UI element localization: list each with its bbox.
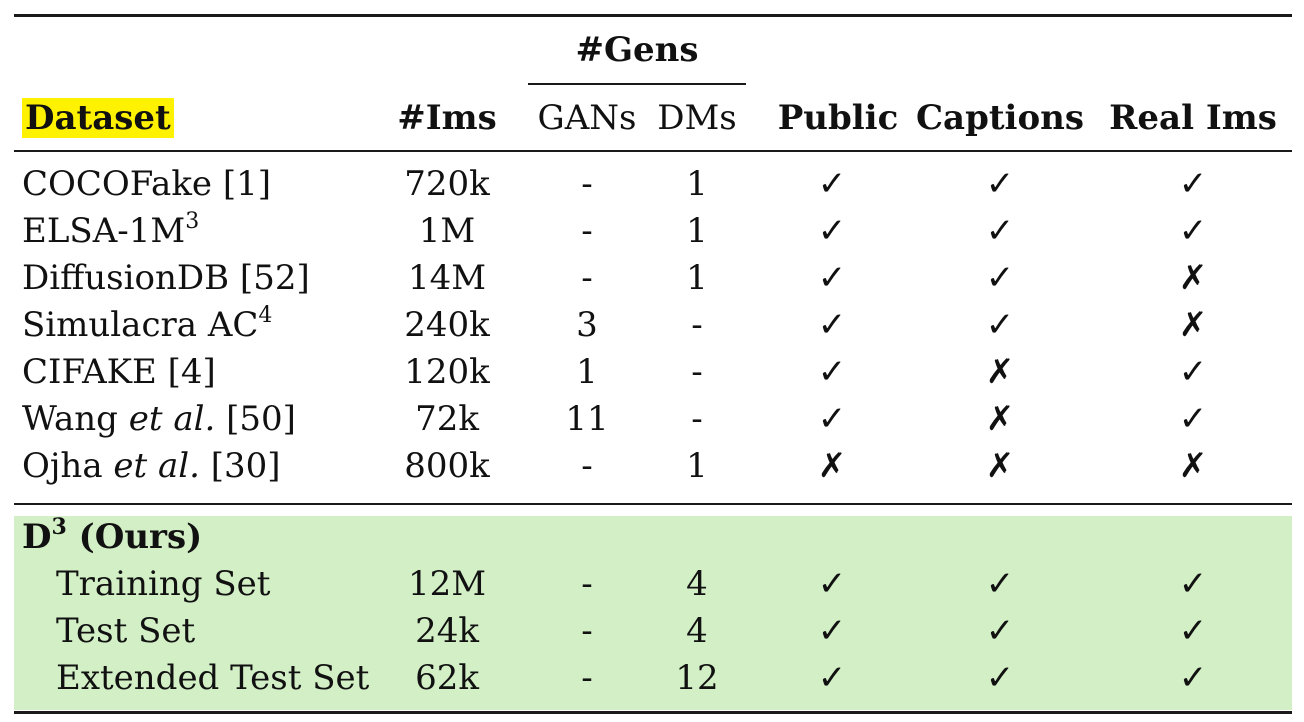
captions-mark: ✗ <box>985 399 1015 439</box>
public-mark: ✓ <box>817 258 847 298</box>
ims-value: 14M <box>407 258 487 298</box>
ims-header: #Ims <box>397 98 497 138</box>
header-rule <box>14 150 1292 152</box>
real-ims-mark: ✓ <box>1178 352 1208 392</box>
dataset-name-cite: [50] <box>215 399 296 439</box>
public-mark: ✓ <box>817 305 847 345</box>
ours-title-suffix: (Ours) <box>66 517 203 557</box>
captions-mark: ✓ <box>985 164 1015 204</box>
dataset-name: Training Set <box>56 564 271 604</box>
real-ims-mark: ✓ <box>1178 211 1208 251</box>
dataset-name-italic: et al. <box>128 399 216 439</box>
dataset-name-italic: et al. <box>113 446 200 486</box>
real-ims-mark: ✗ <box>1178 305 1208 345</box>
public-mark: ✓ <box>817 211 847 251</box>
gans-value: 11 <box>565 399 609 439</box>
dms-value: 1 <box>686 258 708 298</box>
captions-mark: ✗ <box>985 446 1015 486</box>
dataset-name: Extended Test Set <box>56 658 370 698</box>
ims-value: 1M <box>418 211 476 251</box>
ours-background <box>14 516 1292 710</box>
public-mark: ✓ <box>817 352 847 392</box>
gans-value: - <box>581 164 593 204</box>
dataset-name-cite: [30] <box>199 446 281 486</box>
dataset-name: Ojha et al. [30] <box>22 446 281 486</box>
gans-value: 1 <box>576 352 598 392</box>
dataset-name-text: Wang <box>22 399 129 439</box>
gans-value: - <box>581 258 593 298</box>
dataset-name-text: ELSA-1M <box>22 211 186 251</box>
gens-group-rule <box>528 83 746 85</box>
dms-value: 12 <box>675 658 719 698</box>
dataset-name-text: Simulacra AC <box>22 305 259 345</box>
ims-value: 12M <box>407 564 487 604</box>
captions-mark: ✓ <box>985 658 1015 698</box>
ims-value: 240k <box>404 305 490 345</box>
public-mark: ✗ <box>817 446 847 486</box>
dms-value: 1 <box>686 164 708 204</box>
ims-value: 800k <box>404 446 490 486</box>
real-ims-mark: ✓ <box>1178 399 1208 439</box>
dms-value: - <box>691 305 703 345</box>
public-mark: ✓ <box>817 564 847 604</box>
real-ims-mark: ✓ <box>1178 658 1208 698</box>
gans-value: - <box>581 446 593 486</box>
ours-section-title: D3 (Ours) <box>22 514 203 557</box>
dms-value: 1 <box>686 446 708 486</box>
public-mark: ✓ <box>817 658 847 698</box>
public-mark: ✓ <box>817 164 847 204</box>
public-header: Public <box>777 98 899 138</box>
ours-separator-rule <box>14 503 1292 505</box>
captions-header: Captions <box>915 98 1085 138</box>
dataset-header-label: Dataset <box>22 98 174 138</box>
gans-value: 3 <box>576 305 598 345</box>
real-ims-header: Real Ims <box>1109 98 1277 138</box>
dms-value: - <box>691 352 703 392</box>
captions-mark: ✓ <box>985 305 1015 345</box>
ims-value: 720k <box>404 164 490 204</box>
dms-value: 4 <box>686 564 708 604</box>
captions-mark: ✓ <box>985 611 1015 651</box>
captions-mark: ✓ <box>985 564 1015 604</box>
dms-value: 1 <box>686 211 708 251</box>
dataset-name: Test Set <box>56 611 196 651</box>
gans-value: - <box>581 658 593 698</box>
dataset-name: Wang et al. [50] <box>22 399 296 439</box>
dataset-name: DiffusionDB [52] <box>22 258 310 298</box>
gens-group-header: #Gens <box>575 30 699 70</box>
ims-value: 24k <box>415 611 479 651</box>
footnote-mark: 4 <box>258 303 273 328</box>
real-ims-mark: ✓ <box>1178 164 1208 204</box>
footnote-mark: 3 <box>185 209 200 234</box>
ims-value: 120k <box>404 352 490 392</box>
dataset-name: ELSA-1M3 <box>22 209 200 252</box>
dms-value: 4 <box>686 611 708 651</box>
dataset-name: CIFAKE [4] <box>22 352 216 392</box>
ours-title-sup: 3 <box>51 514 67 540</box>
captions-mark: ✓ <box>985 258 1015 298</box>
real-ims-mark: ✓ <box>1178 611 1208 651</box>
dms-header: DMs <box>657 98 737 138</box>
top-rule <box>14 14 1292 17</box>
ours-title-letter: D <box>22 517 52 557</box>
dataset-name: Simulacra AC4 <box>22 303 273 346</box>
real-ims-mark: ✗ <box>1178 446 1208 486</box>
dms-value: - <box>691 399 703 439</box>
gans-value: - <box>581 564 593 604</box>
gans-value: - <box>581 611 593 651</box>
real-ims-mark: ✓ <box>1178 564 1208 604</box>
dataset-name-text: Ojha <box>22 446 114 486</box>
ims-value: 62k <box>415 658 479 698</box>
public-mark: ✓ <box>817 611 847 651</box>
dataset-header: Dataset <box>22 98 174 138</box>
gans-header: GANs <box>537 98 637 138</box>
dataset-name: COCOFake [1] <box>22 164 272 204</box>
bottom-rule <box>14 711 1292 714</box>
ims-value: 72k <box>415 399 479 439</box>
captions-mark: ✗ <box>985 352 1015 392</box>
public-mark: ✓ <box>817 399 847 439</box>
real-ims-mark: ✗ <box>1178 258 1208 298</box>
gans-value: - <box>581 211 593 251</box>
captions-mark: ✓ <box>985 211 1015 251</box>
